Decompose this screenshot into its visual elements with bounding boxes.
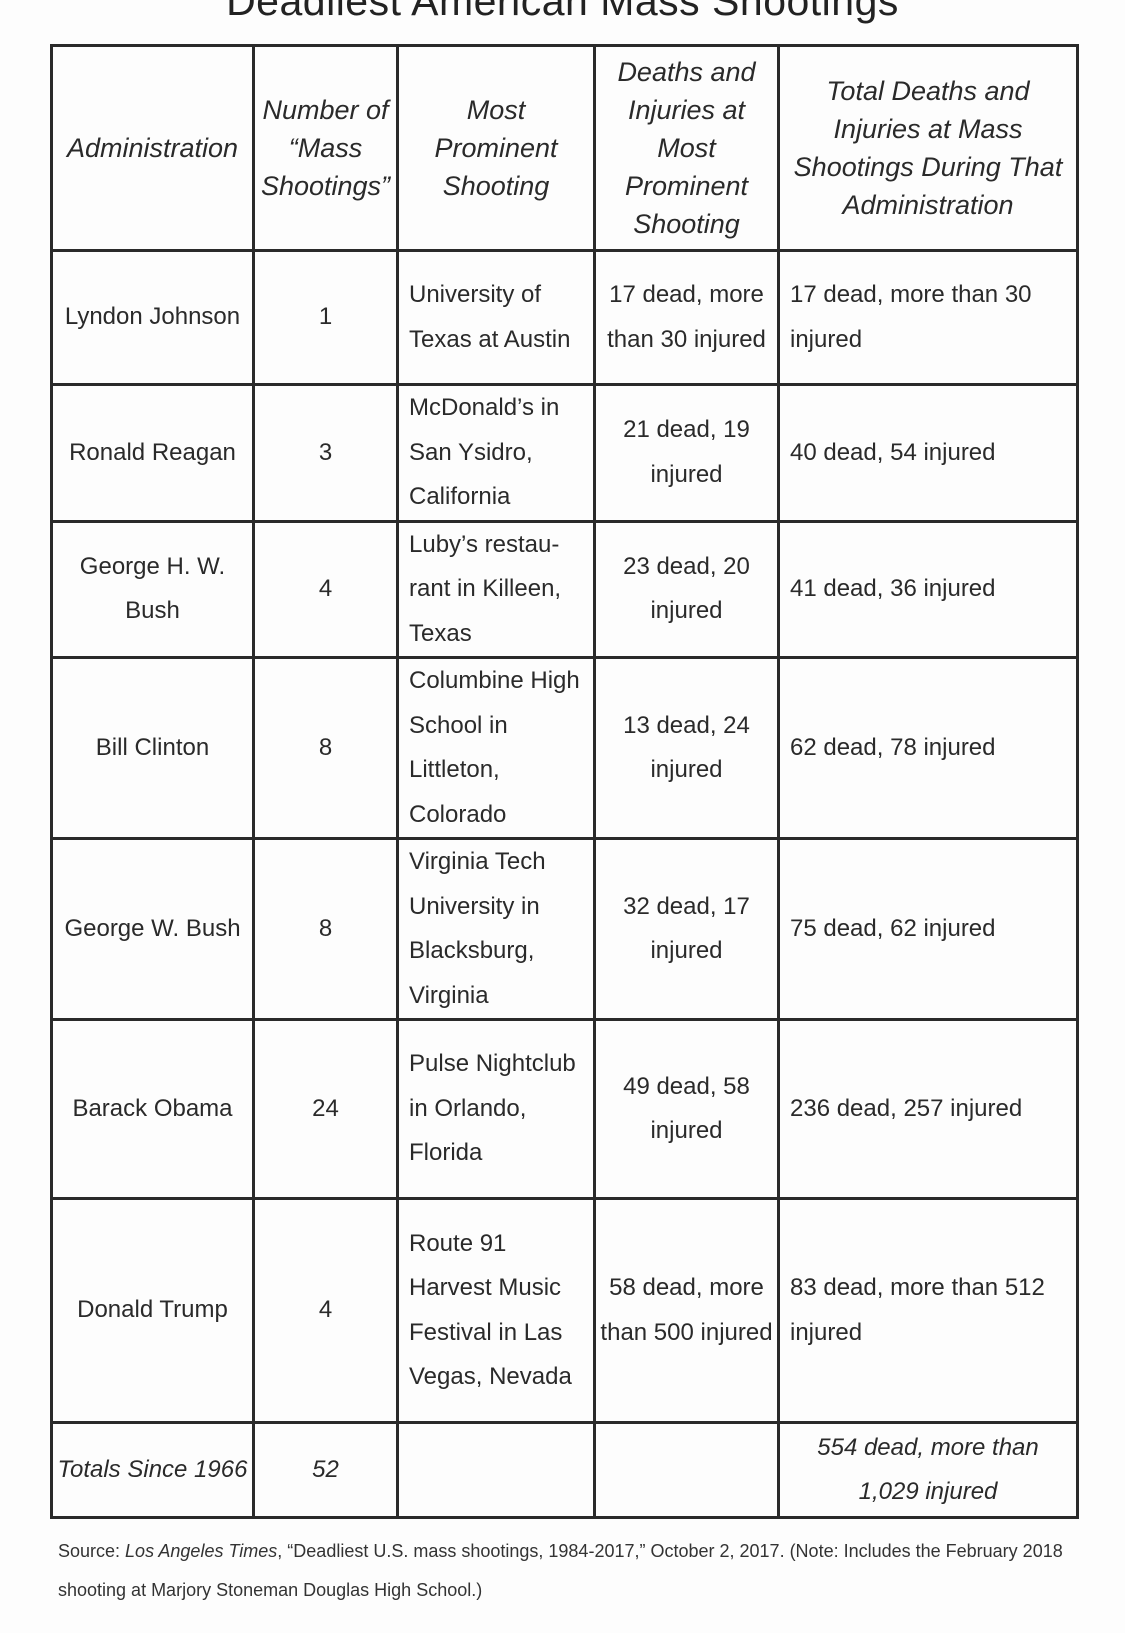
totals-cell: 236 dead, 257 injured <box>777 1018 1079 1200</box>
deaths-cell: 21 dead, 19 injured <box>593 383 780 523</box>
table-row: George H. W. Bush 4 Luby’s restau-rant in … <box>50 519 1079 659</box>
count-cell: 4 <box>252 1197 399 1424</box>
table-row: Lyndon Johnson 1 University of Texas at Au… <box>50 249 1079 386</box>
header-prominent-shooting: Most Prominent Shooting <box>396 44 596 252</box>
totals-deaths <box>593 1421 780 1519</box>
deaths-cell: 13 dead, 24 injured <box>593 656 780 840</box>
administration-cell: George H. W. Bush <box>50 519 255 659</box>
shooting-cell: Pulse Nightclub in Orlando, Florida <box>396 1018 596 1200</box>
shooting-cell: McDonald’s in San Ysidro, California <box>396 383 596 523</box>
totals-cell: 17 dead, more than 30 injured <box>777 249 1079 386</box>
shooting-cell: Columbine High School in Littleton, Colo… <box>396 656 596 840</box>
administration-cell: Bill Clinton <box>50 656 255 840</box>
count-cell: 8 <box>252 656 399 840</box>
table-title: Deadliest American Mass Shootings <box>226 0 899 24</box>
table-row: Bill Clinton 8 Columbine High School in Li… <box>50 656 1079 840</box>
count-cell: 4 <box>252 519 399 659</box>
table-row: Ronald Reagan 3 McDonald’s in San Ysidro, … <box>50 383 1079 523</box>
shooting-cell: Virginia Tech University in Blacksburg, … <box>396 837 596 1021</box>
source-publication: Los Angeles Times <box>125 1541 278 1561</box>
source-details: , “Deadliest U.S. mass shootings, 1984-2… <box>58 1541 1063 1600</box>
count-cell: 3 <box>252 383 399 523</box>
administration-cell: Ronald Reagan <box>50 383 255 523</box>
table-row: George W. Bush 8 Virginia Tech University … <box>50 837 1079 1021</box>
deaths-cell: 32 dead, 17 injured <box>593 837 780 1021</box>
totals-total: 554 dead, more than 1,029 injured <box>777 1421 1079 1519</box>
shooting-cell: Route 91 Harvest Music Festival in Las V… <box>396 1197 596 1424</box>
totals-row: Totals Since 1966 52 554 dead, more than… <box>50 1421 1079 1519</box>
administration-cell: Barack Obama <box>50 1018 255 1200</box>
totals-cell: 40 dead, 54 injured <box>777 383 1079 523</box>
totals-cell: 83 dead, more than 512 injured <box>777 1197 1079 1424</box>
header-deaths-injuries: Deaths and Injuries at Most Prominent Sh… <box>593 44 780 252</box>
mass-shootings-table: Administration Number of “Mass Shootings… <box>50 44 1079 1519</box>
totals-cell: 75 dead, 62 injured <box>777 837 1079 1021</box>
deaths-cell: 23 dead, 20 injured <box>593 519 780 659</box>
administration-cell: Donald Trump <box>50 1197 255 1424</box>
header-total-deaths-injuries: Total Deaths and Injuries at Mass Shooti… <box>777 44 1079 252</box>
totals-cell: 62 dead, 78 injured <box>777 656 1079 840</box>
shooting-cell: Luby’s restau-rant in Killeen, Texas <box>396 519 596 659</box>
header-administration: Administration <box>50 44 255 252</box>
source-note: Source: Los Angeles Times, “Deadliest U.… <box>58 1532 1068 1610</box>
count-cell: 1 <box>252 249 399 386</box>
source-prefix: Source: <box>58 1541 126 1561</box>
administration-cell: Lyndon Johnson <box>50 249 255 386</box>
deaths-cell: 58 dead, more than 500 injured <box>593 1197 780 1424</box>
administration-cell: George W. Bush <box>50 837 255 1021</box>
totals-label: Totals Since 1966 <box>50 1421 255 1519</box>
header-row: Administration Number of “Mass Shootings… <box>50 44 1079 252</box>
deaths-cell: 17 dead, more than 30 injured <box>593 249 780 386</box>
table-row: Barack Obama 24 Pulse Nightclub in Orlando… <box>50 1018 1079 1200</box>
totals-cell: 41 dead, 36 injured <box>777 519 1079 659</box>
table-row: Donald Trump 4 Route 91 Harvest Music Fest… <box>50 1197 1079 1424</box>
totals-count: 52 <box>252 1421 399 1519</box>
totals-shooting <box>396 1421 596 1519</box>
deaths-cell: 49 dead, 58 injured <box>593 1018 780 1200</box>
count-cell: 8 <box>252 837 399 1021</box>
shooting-cell: University of Texas at Austin <box>396 249 596 386</box>
header-number: Number of “Mass Shootings” <box>252 44 399 252</box>
count-cell: 24 <box>252 1018 399 1200</box>
